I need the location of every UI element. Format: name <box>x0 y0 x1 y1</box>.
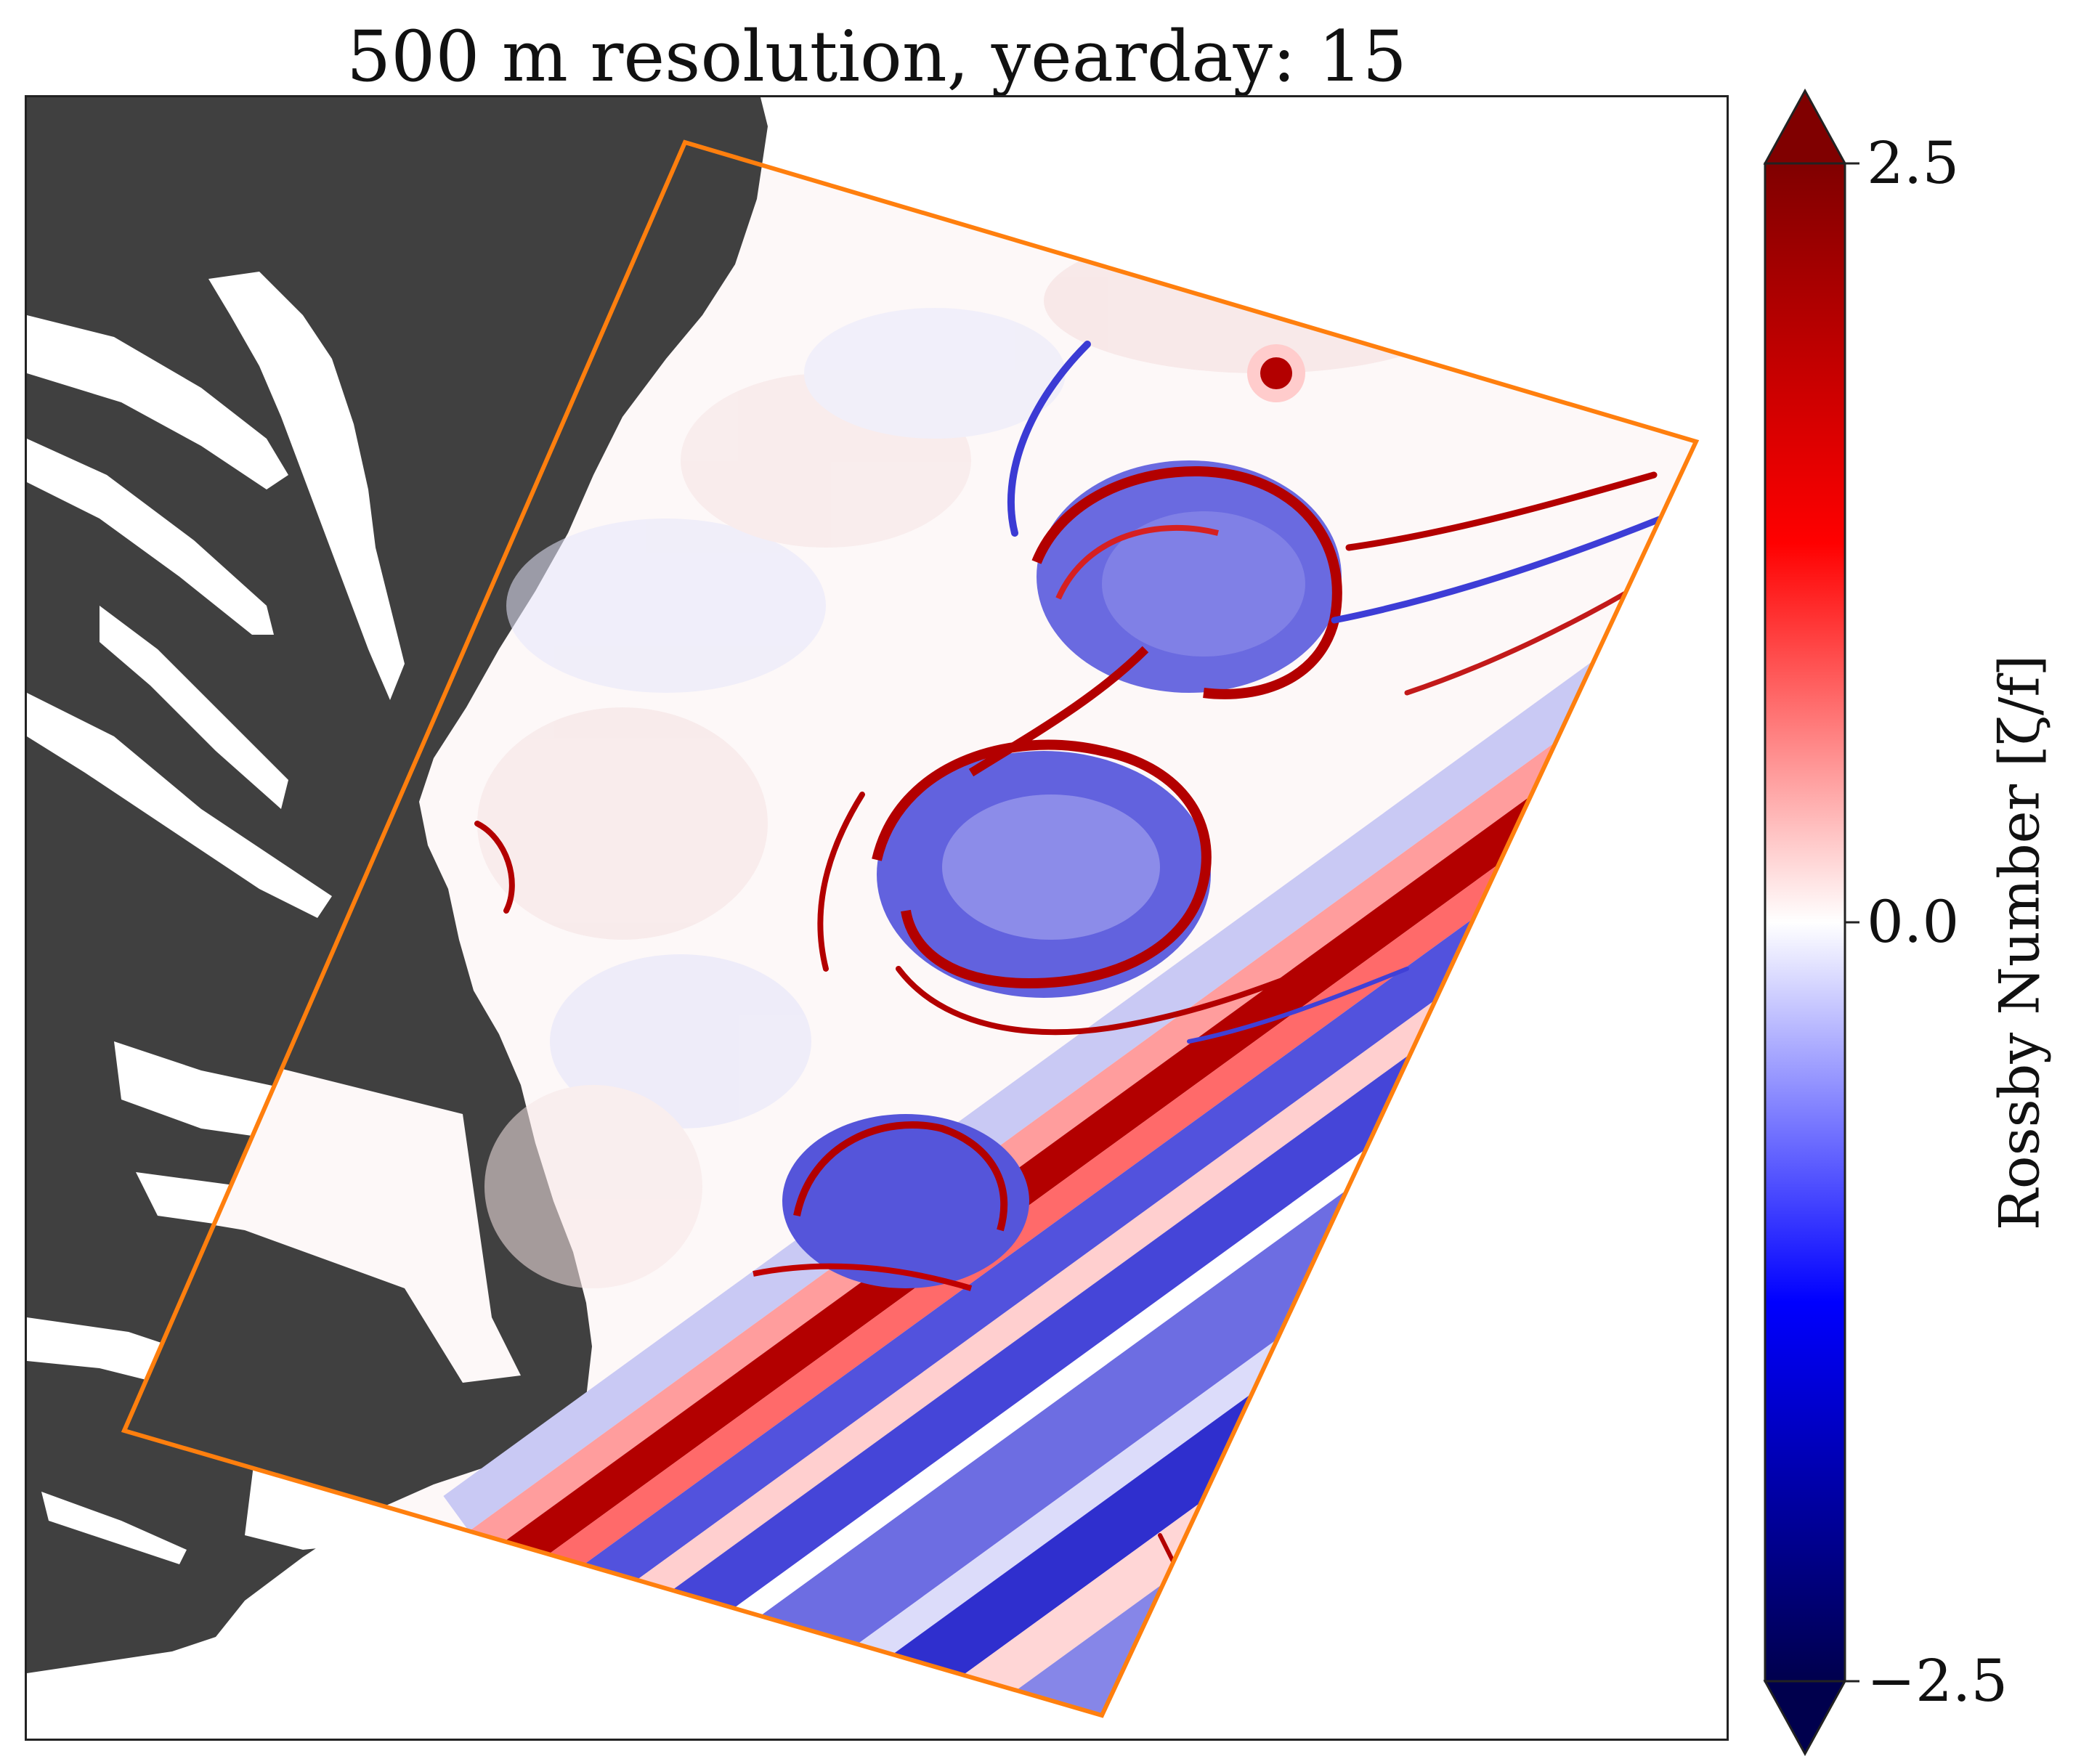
colorbar-tick-label-max: 2.5 <box>1867 134 1959 192</box>
map-plot <box>27 97 1727 1739</box>
colorbar-gradient <box>1765 163 1845 1681</box>
chart-title: 500 m resolution, yearday: 15 <box>25 13 1729 100</box>
colorbar-extend-min <box>1765 1681 1845 1754</box>
colorbar <box>1758 87 1859 1757</box>
colorbar-extend-max <box>1765 91 1845 163</box>
eddy-small <box>1247 344 1305 402</box>
colorbar-label: Rossby Number [ζ/f] <box>1987 655 2052 1231</box>
map-axes <box>25 95 1729 1741</box>
eddy-upper <box>1037 460 1342 694</box>
colorbar-tick-label-min: −2.5 <box>1867 1652 2008 1710</box>
colorbar-tick-label-zero: 0.0 <box>1867 893 1959 951</box>
